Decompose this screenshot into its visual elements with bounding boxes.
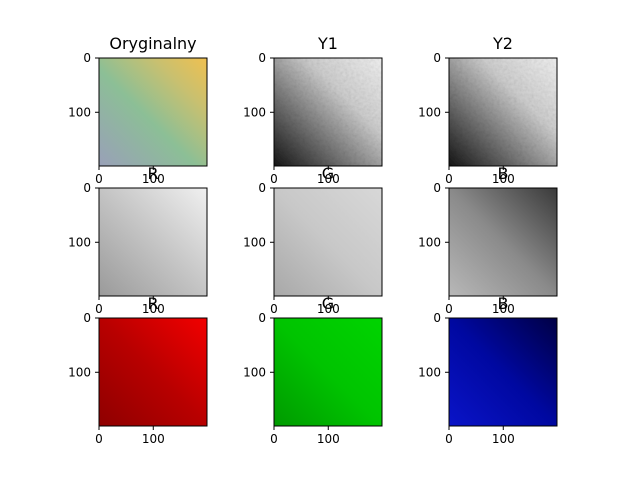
- x-tick-label: 0: [270, 302, 278, 316]
- panel-3: Y2 0 100 0 100: [418, 34, 558, 186]
- panel-image: [449, 188, 557, 296]
- y-tick-label: 0: [83, 311, 91, 325]
- panel-image: [99, 188, 207, 296]
- panel-image: [99, 58, 207, 166]
- panel-8: G 0 100 0 100: [243, 294, 383, 446]
- x-tick-label: 100: [142, 432, 165, 446]
- y-tick-label: 100: [418, 235, 441, 249]
- panel-4: R 0 100 0 100: [68, 164, 208, 316]
- panel-image: [274, 188, 382, 296]
- y-tick-label: 0: [433, 181, 441, 195]
- panel-title: Y1: [317, 34, 338, 53]
- x-tick-label: 0: [445, 302, 453, 316]
- x-tick-label: 0: [95, 432, 103, 446]
- panel-image: [274, 318, 382, 426]
- panel-title: G: [322, 164, 334, 183]
- panel-image: [99, 318, 207, 426]
- panel-title: G: [322, 294, 334, 313]
- x-tick-label: 0: [95, 302, 103, 316]
- x-tick-label: 100: [142, 302, 165, 316]
- y-tick-label: 0: [433, 51, 441, 65]
- x-tick-label: 0: [445, 172, 453, 186]
- panel-title: R: [147, 294, 158, 313]
- panel-image: [449, 318, 557, 426]
- x-tick-label: 0: [445, 432, 453, 446]
- panel-6: B 0 100 0 100: [418, 164, 558, 316]
- y-tick-label: 0: [258, 51, 266, 65]
- panel-9: B 0 100 0 100: [418, 294, 558, 446]
- y-tick-label: 0: [83, 181, 91, 195]
- y-tick-label: 0: [83, 51, 91, 65]
- x-tick-label: 0: [270, 432, 278, 446]
- y-tick-label: 100: [243, 105, 266, 119]
- panel-7: R 0 100 0 100: [68, 294, 208, 446]
- y-tick-label: 100: [418, 105, 441, 119]
- x-tick-label: 100: [492, 172, 515, 186]
- y-tick-label: 0: [258, 311, 266, 325]
- panel-2: Y1 0 100 0 100: [243, 34, 383, 186]
- y-tick-label: 0: [433, 311, 441, 325]
- y-tick-label: 100: [243, 365, 266, 379]
- panel-5: G 0 100 0 100: [243, 164, 383, 316]
- y-tick-label: 100: [243, 235, 266, 249]
- y-tick-label: 100: [68, 365, 91, 379]
- panel-image: [449, 58, 557, 166]
- x-tick-label: 100: [142, 172, 165, 186]
- y-tick-label: 100: [68, 105, 91, 119]
- panel-title: Oryginalny: [109, 34, 196, 53]
- y-tick-label: 100: [418, 365, 441, 379]
- y-tick-label: 0: [258, 181, 266, 195]
- x-tick-label: 0: [95, 172, 103, 186]
- panel-1: Oryginalny 0 100 0 100: [68, 34, 208, 186]
- x-tick-label: 100: [317, 302, 340, 316]
- x-tick-label: 100: [492, 432, 515, 446]
- y-tick-label: 100: [68, 235, 91, 249]
- panel-title: R: [147, 164, 158, 183]
- panel-image: [274, 58, 382, 166]
- panel-title: Y2: [492, 34, 513, 53]
- x-tick-label: 100: [317, 432, 340, 446]
- x-tick-label: 100: [317, 172, 340, 186]
- panel-title: B: [498, 294, 509, 313]
- x-tick-label: 0: [270, 172, 278, 186]
- panel-title: B: [498, 164, 509, 183]
- x-tick-label: 100: [492, 302, 515, 316]
